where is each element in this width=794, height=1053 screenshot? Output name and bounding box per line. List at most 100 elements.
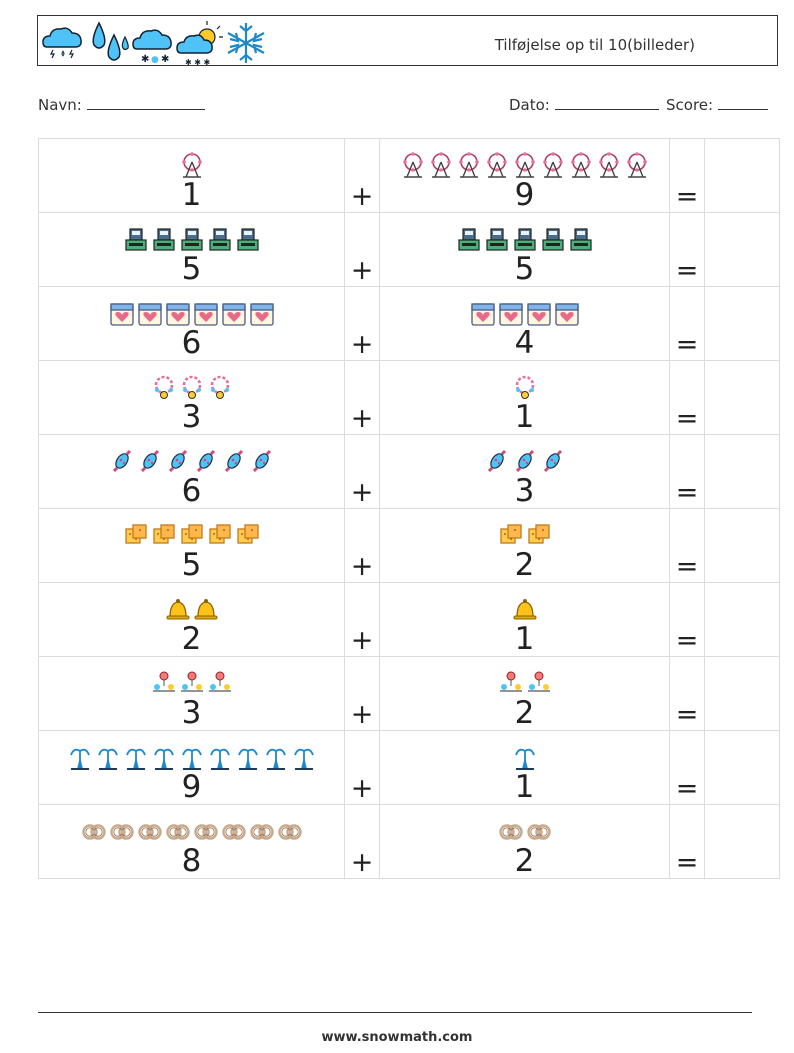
svg-text:✱ ✱ ✱: ✱ ✱ ✱ bbox=[185, 58, 210, 65]
bead-necklace-icon bbox=[182, 375, 201, 399]
score-blank[interactable] bbox=[717, 95, 768, 110]
problem-table: 1 +9 = 5 +5 = 6 +4 = 3 +1 = 6 +3 = 5 +2 = 2 +1 = 3 +2 = 9 +1 = 8 +2 = bbox=[38, 138, 780, 879]
ornament-garland-icon bbox=[499, 671, 522, 692]
equals-sign: = bbox=[669, 138, 705, 213]
problem-row: 6 +3 = bbox=[38, 434, 780, 509]
snowflake-icon bbox=[227, 23, 265, 63]
cracker-icon bbox=[180, 524, 203, 544]
heart-calendar-icon bbox=[137, 303, 162, 326]
right-picture-group bbox=[380, 731, 669, 771]
right-addend-cell: 1 bbox=[379, 582, 670, 657]
candy-icon bbox=[168, 449, 187, 473]
heart-calendar-icon bbox=[193, 303, 218, 326]
heart-calendar-icon bbox=[165, 303, 190, 326]
fountain-icon bbox=[265, 748, 286, 770]
left-picture-group bbox=[39, 435, 344, 475]
cracker-icon bbox=[124, 524, 147, 544]
left-addend-cell: 3 bbox=[38, 656, 345, 731]
problem-row: 6 +4 = bbox=[38, 286, 780, 361]
problem-row: 3 +2 = bbox=[38, 656, 780, 731]
bead-necklace-icon bbox=[210, 375, 229, 399]
cloud-lightning-rain-icon bbox=[42, 27, 82, 59]
problem-row: 8 +2 = bbox=[38, 804, 780, 879]
weather-logo: ✱ ● ✱ ✱ ✱ ✱ bbox=[42, 21, 265, 65]
answer-cell[interactable] bbox=[704, 286, 780, 361]
footer-url[interactable]: www.snowmath.com bbox=[321, 1030, 473, 1045]
right-addend-number: 1 bbox=[514, 769, 535, 805]
ferris-wheel-icon bbox=[514, 152, 535, 178]
left-addend-cell: 2 bbox=[38, 582, 345, 657]
problem-row: 9 +1 = bbox=[38, 730, 780, 805]
ferris-wheel-icon bbox=[458, 152, 479, 178]
cash-register-icon bbox=[513, 228, 536, 251]
date-blank[interactable] bbox=[554, 95, 659, 110]
equals-sign: = bbox=[669, 360, 705, 435]
ferris-wheel-icon bbox=[598, 152, 619, 178]
left-picture-group bbox=[39, 657, 344, 697]
answer-cell[interactable] bbox=[704, 434, 780, 509]
right-picture-group bbox=[380, 287, 669, 327]
ferris-wheel-icon bbox=[402, 152, 423, 178]
name-field: Navn: bbox=[38, 95, 205, 114]
right-addend-number: 2 bbox=[514, 843, 535, 879]
fountain-icon bbox=[293, 748, 314, 770]
wedding-rings-icon bbox=[249, 824, 274, 840]
name-blank[interactable] bbox=[86, 95, 205, 110]
left-picture-group bbox=[39, 805, 344, 845]
right-addend-number: 3 bbox=[514, 473, 535, 509]
plus-sign: + bbox=[344, 138, 380, 213]
answer-cell[interactable] bbox=[704, 730, 780, 805]
cloud-sun-icon: ✱ ✱ ✱ bbox=[176, 21, 223, 65]
ferris-wheel-icon bbox=[542, 152, 563, 178]
answer-cell[interactable] bbox=[704, 804, 780, 879]
ornament-garland-icon bbox=[208, 671, 231, 692]
ornament-garland-icon bbox=[152, 671, 175, 692]
candy-icon bbox=[487, 449, 506, 473]
ferris-wheel-icon bbox=[430, 152, 451, 178]
cracker-icon bbox=[152, 524, 175, 544]
left-picture-group bbox=[39, 583, 344, 623]
answer-cell[interactable] bbox=[704, 508, 780, 583]
fountain-icon bbox=[97, 748, 118, 770]
cracker-icon bbox=[236, 524, 259, 544]
equals-sign: = bbox=[669, 730, 705, 805]
cash-register-icon bbox=[208, 228, 231, 251]
problem-row: 5 +5 = bbox=[38, 212, 780, 287]
answer-cell[interactable] bbox=[704, 212, 780, 287]
answer-cell[interactable] bbox=[704, 360, 780, 435]
candy-icon bbox=[224, 449, 243, 473]
plus-sign: + bbox=[344, 582, 380, 657]
left-addend-cell: 5 bbox=[38, 508, 345, 583]
plus-sign: + bbox=[344, 212, 380, 287]
problem-row: 5 +2 = bbox=[38, 508, 780, 583]
ornament-garland-icon bbox=[527, 671, 550, 692]
answer-cell[interactable] bbox=[704, 656, 780, 731]
bell-icon bbox=[513, 599, 536, 620]
score-field: Score: bbox=[666, 95, 768, 114]
right-picture-group bbox=[380, 139, 669, 179]
left-addend-number: 6 bbox=[181, 325, 202, 361]
cash-register-icon bbox=[152, 228, 175, 251]
equals-sign: = bbox=[669, 804, 705, 879]
fountain-icon bbox=[237, 748, 258, 770]
wedding-rings-icon bbox=[81, 824, 106, 840]
right-addend-number: 5 bbox=[514, 251, 535, 287]
cracker-icon bbox=[527, 524, 550, 544]
ferris-wheel-icon bbox=[626, 152, 647, 178]
wedding-rings-icon bbox=[193, 824, 218, 840]
plus-sign: + bbox=[344, 656, 380, 731]
problem-row: 3 +1 = bbox=[38, 360, 780, 435]
ferris-wheel-icon bbox=[181, 152, 202, 178]
answer-cell[interactable] bbox=[704, 138, 780, 213]
answer-cell[interactable] bbox=[704, 582, 780, 657]
date-field: Dato: bbox=[509, 95, 659, 114]
left-addend-cell: 3 bbox=[38, 360, 345, 435]
equals-sign: = bbox=[669, 508, 705, 583]
right-addend-number: 2 bbox=[514, 695, 535, 731]
cloud-snow-icon: ✱ ● ✱ bbox=[132, 29, 172, 65]
left-addend-number: 5 bbox=[181, 547, 202, 583]
fountain-icon bbox=[209, 748, 230, 770]
left-addend-number: 6 bbox=[181, 473, 202, 509]
wedding-rings-icon bbox=[277, 824, 302, 840]
equals-sign: = bbox=[669, 212, 705, 287]
